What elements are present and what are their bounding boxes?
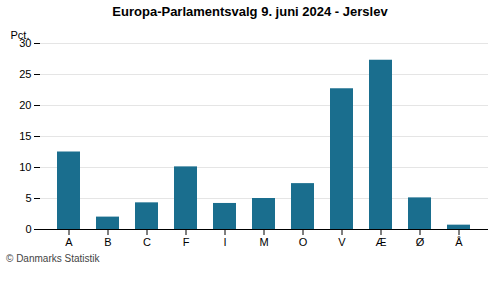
svg-text:5: 5 xyxy=(25,192,31,204)
svg-text:F: F xyxy=(183,236,190,248)
svg-text:V: V xyxy=(338,236,346,248)
svg-text:B: B xyxy=(104,236,111,248)
svg-text:O: O xyxy=(299,236,308,248)
svg-text:C: C xyxy=(143,236,151,248)
svg-text:Æ: Æ xyxy=(376,236,387,248)
svg-text:15: 15 xyxy=(19,130,31,142)
html-text:© Danmarks Statistik: © Danmarks Statistik xyxy=(6,253,100,264)
html-text:Europa-Parlamentsvalg 9. juni: Europa-Parlamentsvalg 9. juni 2024 - Jer… xyxy=(112,4,388,19)
svg-text:M: M xyxy=(259,236,268,248)
svg-text:30: 30 xyxy=(19,37,32,49)
svg-text:Å: Å xyxy=(455,236,463,248)
svg-text:0: 0 xyxy=(25,223,31,235)
svg-text:I: I xyxy=(223,236,226,248)
svg-text:10: 10 xyxy=(19,161,31,173)
svg-text:20: 20 xyxy=(19,99,31,111)
svg-text:A: A xyxy=(65,236,73,248)
svg-text:Pct.: Pct. xyxy=(11,29,30,41)
svg-text:Ø: Ø xyxy=(416,236,425,248)
svg-text:25: 25 xyxy=(19,68,31,80)
